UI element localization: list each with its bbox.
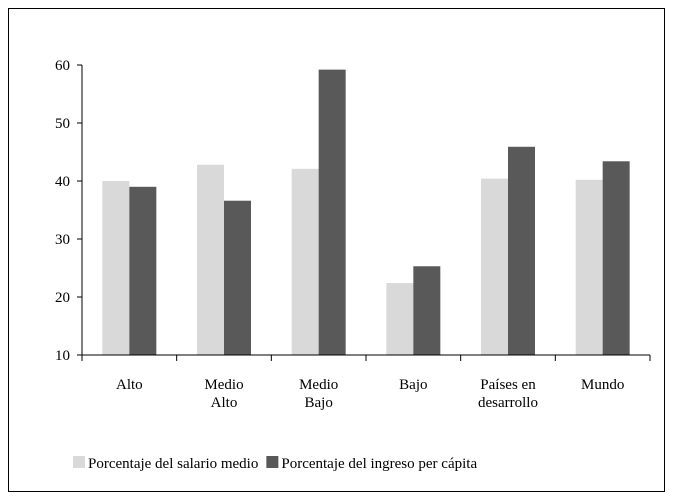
legend-swatch: [73, 456, 85, 468]
bar: [129, 186, 157, 355]
y-tick-label: 30: [55, 232, 70, 248]
bar: [602, 161, 630, 355]
legend-swatch: [266, 456, 279, 468]
y-tick-label: 40: [55, 174, 70, 190]
x-tick-label: Medio Alto: [204, 377, 243, 411]
bar: [508, 146, 535, 355]
y-tick-label: 60: [55, 58, 70, 74]
bar: [102, 181, 130, 355]
bar: [291, 168, 319, 355]
x-tick-label: Países en desarrollo: [478, 377, 538, 411]
bar: [197, 164, 224, 355]
bar: [481, 178, 508, 355]
legend-label: Porcentaje del ingreso per cápita: [281, 456, 477, 472]
bar: [386, 283, 414, 355]
x-tick-label: Medio Bajo: [299, 377, 338, 411]
x-tick-label: Alto: [116, 377, 143, 393]
x-tick-label: Mundo: [581, 377, 624, 393]
y-tick-label: 20: [55, 290, 70, 306]
bar: [224, 200, 251, 355]
y-tick-label: 50: [55, 116, 70, 132]
x-tick-label: Bajo: [399, 377, 427, 393]
bar: [413, 266, 441, 355]
y-tick-label: 10: [55, 348, 70, 364]
bar: [575, 179, 603, 355]
bar: [318, 69, 346, 355]
legend-label: Porcentaje del salario medio: [88, 456, 258, 472]
